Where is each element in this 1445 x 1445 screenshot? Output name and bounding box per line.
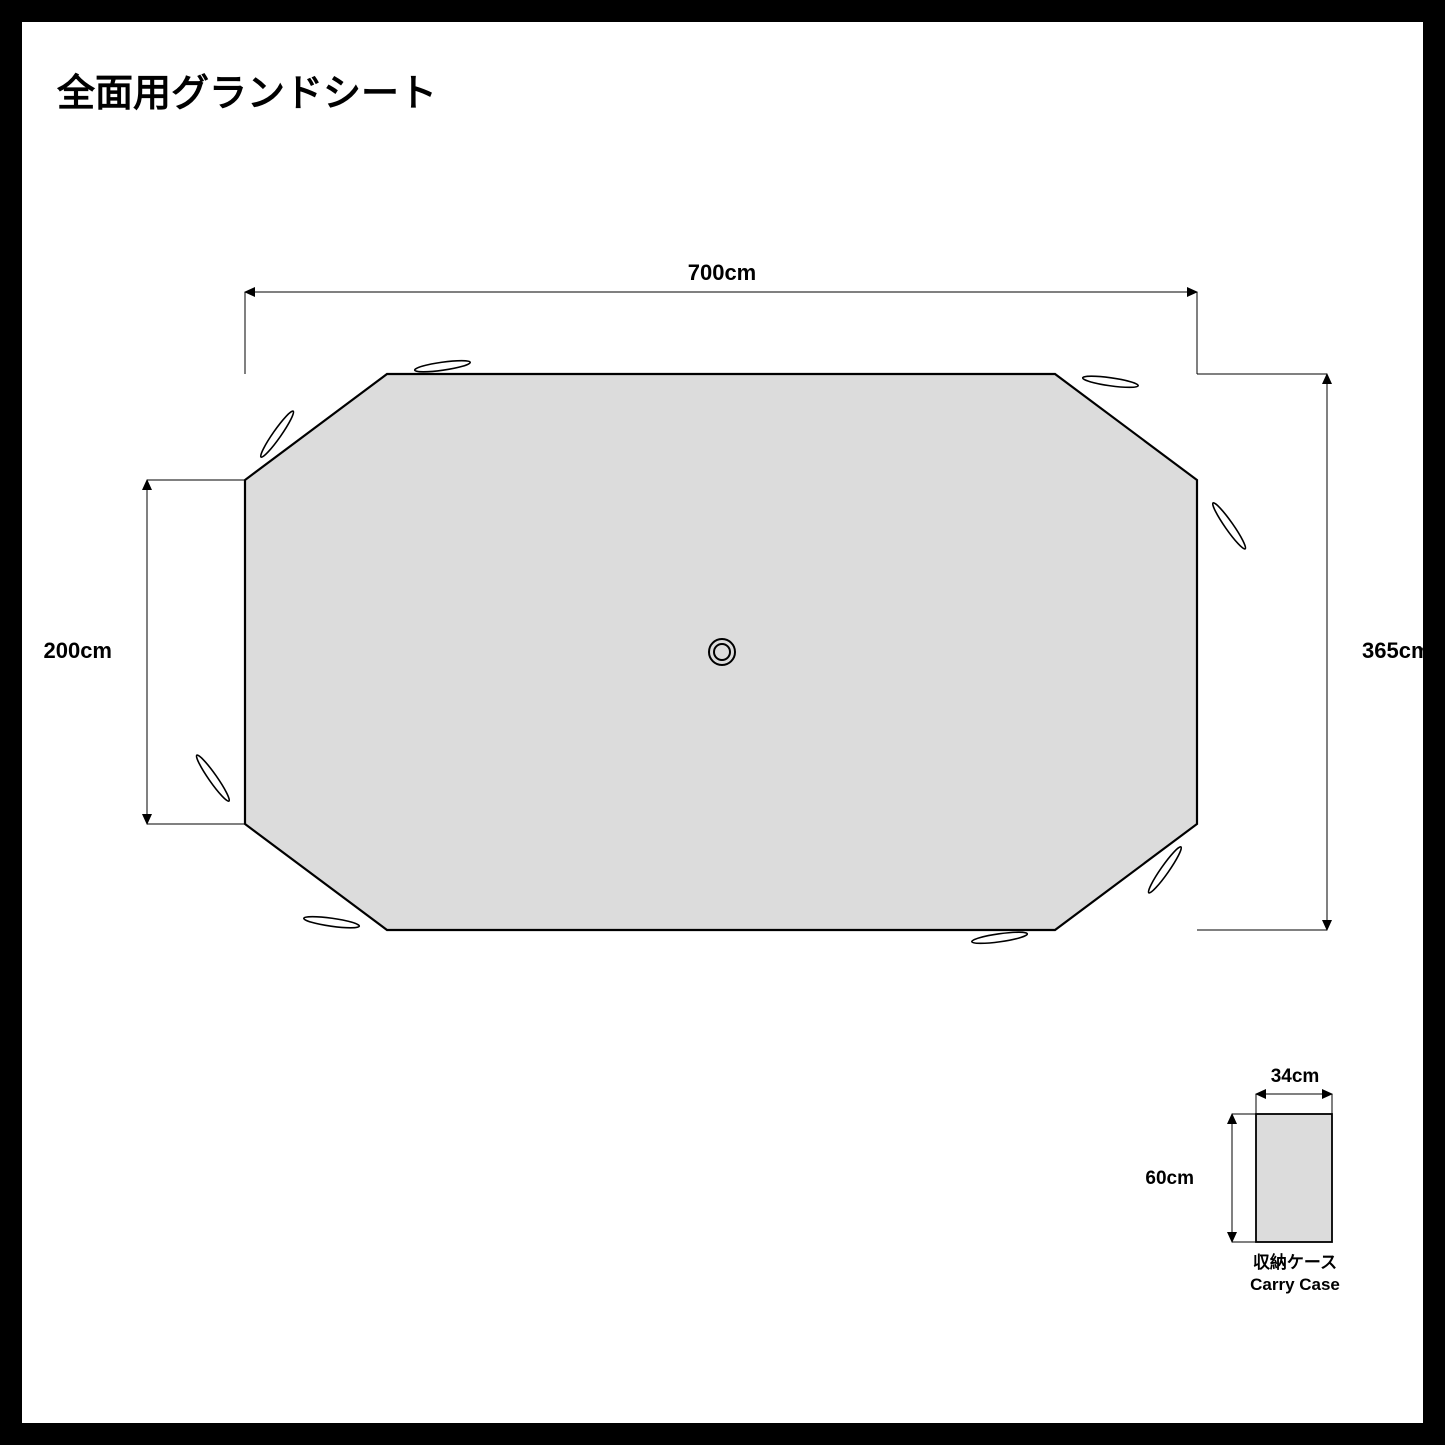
dimension-label: 200cm [43, 638, 112, 663]
carry-case-label-jp: 収納ケース [1253, 1252, 1337, 1272]
dimension-width-700: 700cm [245, 260, 1197, 374]
carry-case-label-en: Carry Case [1250, 1275, 1340, 1294]
carry-case-diagram: 34cm 60cm 収納ケース Carry Case [1145, 1066, 1340, 1294]
dimension-label: 700cm [688, 260, 757, 285]
dimension-label: 60cm [1145, 1168, 1194, 1189]
dimension-label: 365cm [1362, 638, 1423, 663]
dimension-height-365: 365cm [1197, 374, 1423, 930]
diagram-frame: 全面用グランドシート 700cm [0, 0, 1445, 1445]
dimension-label: 34cm [1271, 1066, 1320, 1087]
dimension-height-200: 200cm [43, 480, 245, 824]
diagram-svg: 700cm 365cm 200cm 34cm [22, 22, 1423, 1423]
ground-sheet-shape [194, 358, 1249, 945]
